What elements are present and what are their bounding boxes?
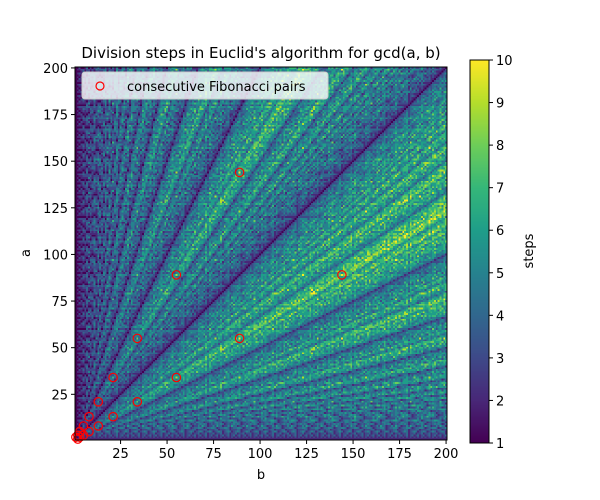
fibonacci-point [132, 333, 143, 344]
y-tick-label: 200 [43, 62, 68, 77]
y-tick-label: 175 [43, 109, 68, 124]
colorbar-tick-label: 6 [496, 224, 504, 239]
fibonacci-point [78, 421, 89, 431]
fibonacci-point [93, 396, 104, 407]
colorbar-tick-label: 9 [496, 97, 504, 112]
colorbar-gradient [470, 60, 489, 443]
y-tick-label: 100 [43, 248, 68, 263]
colorbar-tick-label: 4 [496, 309, 504, 324]
colorbar-tick-label: 8 [496, 139, 504, 154]
x-tick-label: 25 [112, 447, 129, 462]
y-tick-label: 25 [51, 388, 68, 403]
colorbar-ticks: 1 2 3 4 5 6 7 8 9 10 [489, 54, 513, 452]
fibonacci-point [84, 411, 94, 422]
legend-box [81, 71, 329, 100]
fibonacci-markers [71, 167, 347, 444]
colorbar-tick-label: 2 [496, 394, 504, 409]
x-axis-ticks: 25 50 75 100 125 150 175 200 [112, 440, 458, 462]
colorbar-tick-label: 3 [496, 352, 504, 367]
plot-frame [74, 66, 448, 441]
colorbar-tick-label: 7 [496, 182, 504, 197]
chart-title: Division steps in Euclid's algorithm for… [81, 44, 440, 62]
legend-label: consecutive Fibonacci pairs [127, 80, 306, 95]
y-tick-label: 150 [43, 155, 68, 170]
heatmap-plot [75, 67, 447, 440]
y-axis-label: a [19, 249, 34, 257]
x-tick-label: 150 [341, 447, 366, 462]
y-tick-label: 75 [51, 295, 68, 310]
fibonacci-point [108, 411, 118, 422]
x-tick-label: 200 [434, 447, 459, 462]
x-axis-label: b [257, 468, 265, 483]
colorbar-tick-label: 5 [496, 267, 504, 282]
y-axis-ticks: 25 50 75 100 125 150 175 200 [43, 62, 75, 403]
y-tick-label: 125 [43, 202, 68, 217]
x-tick-label: 125 [294, 447, 319, 462]
colorbar-tick-label: 1 [496, 437, 504, 452]
fibonacci-point [171, 372, 182, 383]
fibonacci-point [108, 372, 118, 383]
x-tick-label: 50 [159, 447, 176, 462]
legend-marker [95, 81, 105, 91]
fibonacci-point [234, 333, 245, 344]
fibonacci-point [84, 426, 94, 437]
colorbar-label: steps [522, 233, 537, 268]
fibonacci-point [93, 421, 104, 431]
x-tick-label: 75 [205, 447, 222, 462]
legend: consecutive Fibonacci pairs [81, 71, 329, 100]
x-tick-label: 100 [248, 447, 273, 462]
fibonacci-point [171, 270, 182, 280]
x-tick-label: 175 [387, 447, 412, 462]
colorbar-frame [469, 59, 490, 444]
fibonacci-point [337, 270, 347, 280]
fibonacci-point [234, 167, 245, 178]
y-tick-label: 50 [51, 342, 68, 357]
colorbar-tick-label: 10 [496, 54, 513, 69]
fibonacci-point [132, 396, 143, 407]
